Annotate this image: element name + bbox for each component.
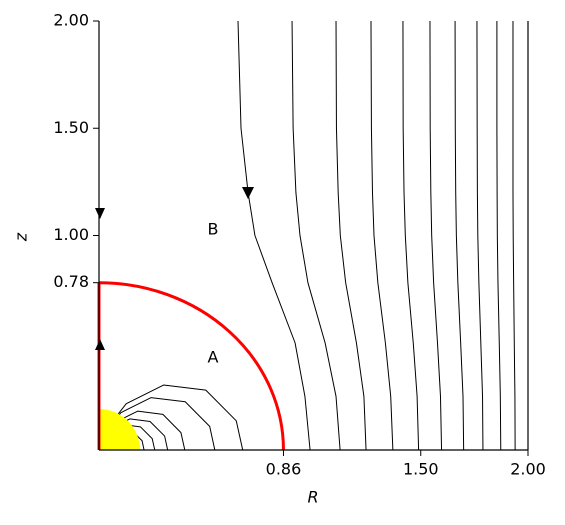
field-line bbox=[335, 20, 367, 451]
field-line bbox=[370, 20, 394, 451]
field-line bbox=[512, 21, 516, 451]
y-tick-label: 0.78 bbox=[53, 272, 89, 291]
star bbox=[99, 409, 140, 450]
field-line bbox=[402, 20, 420, 451]
region-label: B bbox=[208, 220, 219, 239]
region-label: A bbox=[208, 348, 219, 367]
field-line bbox=[476, 20, 484, 451]
y-tick-label: 1.50 bbox=[53, 118, 89, 137]
field-line bbox=[237, 20, 311, 451]
x-tick-label: 2.00 bbox=[510, 460, 546, 479]
y-axis-label: z bbox=[12, 232, 31, 242]
field-lines bbox=[98, 20, 516, 451]
direction-arrow bbox=[242, 187, 254, 199]
y-tick-label: 1.00 bbox=[53, 225, 89, 244]
direction-arrow bbox=[95, 339, 105, 350]
field-line bbox=[291, 20, 341, 451]
y-tick-label: 2.00 bbox=[53, 11, 89, 30]
x-axis-label: R bbox=[307, 488, 318, 507]
direction-arrow bbox=[95, 208, 105, 219]
field-line bbox=[496, 21, 502, 451]
x-tick-label: 0.86 bbox=[266, 460, 302, 479]
x-tick-label: 1.50 bbox=[403, 460, 439, 479]
boundary-surface bbox=[98, 281, 285, 451]
field-line bbox=[429, 20, 443, 451]
field-line bbox=[454, 20, 465, 451]
